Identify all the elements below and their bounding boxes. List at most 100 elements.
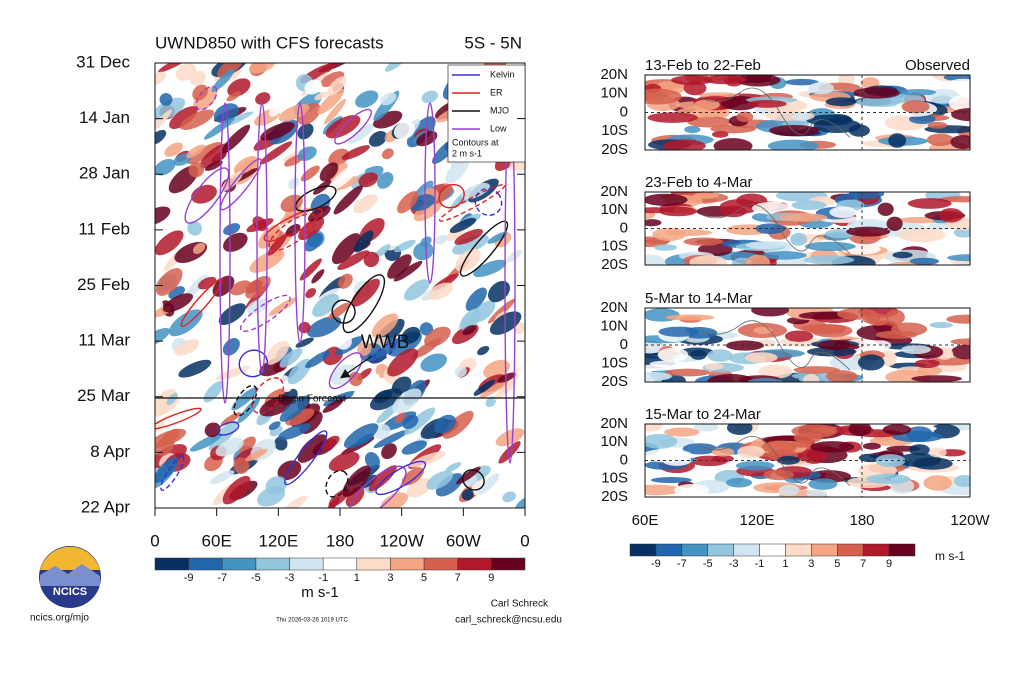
field-blob — [793, 366, 841, 374]
field-blob — [798, 311, 850, 320]
lat-label: 20S — [601, 488, 628, 505]
field-blob — [393, 121, 416, 140]
field-blob — [888, 133, 907, 148]
field-blob — [268, 297, 298, 316]
lat-label: 0 — [620, 103, 628, 120]
field-blob — [645, 433, 678, 449]
field-blob — [658, 206, 697, 217]
field-blob — [314, 91, 329, 101]
field-blob — [337, 250, 370, 270]
colorbar-label: -3 — [285, 572, 295, 584]
field-blob — [377, 172, 394, 189]
legend-label: Kelvin — [490, 69, 515, 79]
field-blob — [155, 129, 167, 145]
lat-label: 0 — [620, 451, 628, 468]
field-blob — [304, 79, 323, 95]
field-blob — [328, 148, 350, 167]
colorbar-label: -3 — [729, 558, 739, 570]
field-blob — [203, 381, 224, 403]
field-blob — [665, 368, 711, 377]
lat-label: 20N — [600, 299, 628, 316]
field-blob — [517, 364, 525, 375]
field-blob — [363, 251, 380, 268]
colorbar-label: 1 — [782, 558, 788, 570]
field-blob — [890, 322, 928, 337]
y-tick-label: 8 Apr — [90, 442, 130, 461]
lat-label: 10N — [600, 433, 628, 450]
field-blob — [416, 131, 438, 147]
contour — [294, 102, 306, 344]
field-blob — [209, 470, 235, 485]
field-blob — [252, 216, 268, 232]
colorbar-cell — [862, 543, 890, 557]
contour — [268, 213, 317, 252]
field-blob — [245, 448, 268, 462]
timestamp: Thu 2026-03-26 1019 UTC — [276, 618, 348, 624]
field-blob — [647, 112, 698, 123]
field-blob — [808, 478, 838, 490]
field-blob — [645, 448, 693, 463]
field-blob — [803, 255, 855, 265]
field-blob — [897, 227, 946, 243]
field-blob — [744, 352, 778, 363]
field-blob — [502, 491, 516, 503]
field-blob — [645, 371, 672, 381]
field-blob — [862, 442, 881, 450]
colorbar-label: -7 — [217, 572, 227, 584]
field-blob — [175, 63, 197, 81]
field-blob — [298, 321, 311, 334]
map-colorbar-units: m s-1 — [935, 549, 965, 563]
field-blob — [371, 313, 399, 338]
field-blob — [948, 95, 970, 112]
field-blob — [658, 326, 700, 337]
field-blob — [403, 279, 430, 301]
y-tick-label: 25 Feb — [77, 275, 130, 294]
y-tick-label: 22 Apr — [81, 497, 130, 516]
lon-label: 120W — [950, 512, 990, 529]
field-blob — [221, 171, 243, 191]
field-blob — [829, 206, 857, 218]
field-blob — [926, 133, 954, 147]
legend — [447, 64, 526, 163]
field-blob — [702, 75, 747, 85]
field-blob — [808, 81, 834, 95]
y-tick-label: 28 Jan — [79, 164, 130, 183]
field-blob — [192, 84, 208, 101]
x-tick-label: 120W — [379, 531, 423, 550]
field-blob — [394, 239, 416, 253]
field-blob — [353, 230, 374, 253]
field-blob — [401, 467, 424, 486]
field-blob — [665, 314, 715, 321]
panel-tag: Observed — [905, 57, 970, 74]
field-blob — [317, 88, 345, 115]
field-blob — [693, 99, 720, 110]
field-blob — [297, 123, 314, 140]
colorbar-cell — [154, 557, 189, 571]
field-blob — [343, 423, 379, 449]
field-blob — [421, 90, 438, 104]
field-blob — [445, 462, 462, 473]
field-blob — [420, 353, 448, 372]
field-blob — [914, 359, 940, 369]
field-blob — [320, 71, 345, 87]
contour — [263, 207, 323, 242]
field-blob — [188, 161, 205, 178]
field-blob — [758, 364, 793, 379]
field-blob — [358, 172, 379, 188]
field-blob — [951, 344, 970, 360]
colorbar-cell — [222, 557, 257, 571]
x-tick-label: 60W — [446, 531, 481, 550]
colorbar-cell — [785, 543, 812, 557]
field-blob — [413, 242, 434, 261]
x-tick-label: 0 — [520, 531, 529, 550]
field-blob — [689, 255, 727, 265]
field-blob — [454, 366, 467, 378]
field-blob — [929, 321, 953, 329]
field-blob — [808, 327, 845, 335]
contour — [342, 274, 386, 334]
field-blob — [454, 228, 484, 245]
field-blob — [498, 441, 521, 464]
field-blob — [297, 434, 327, 463]
field-blob — [763, 469, 794, 481]
